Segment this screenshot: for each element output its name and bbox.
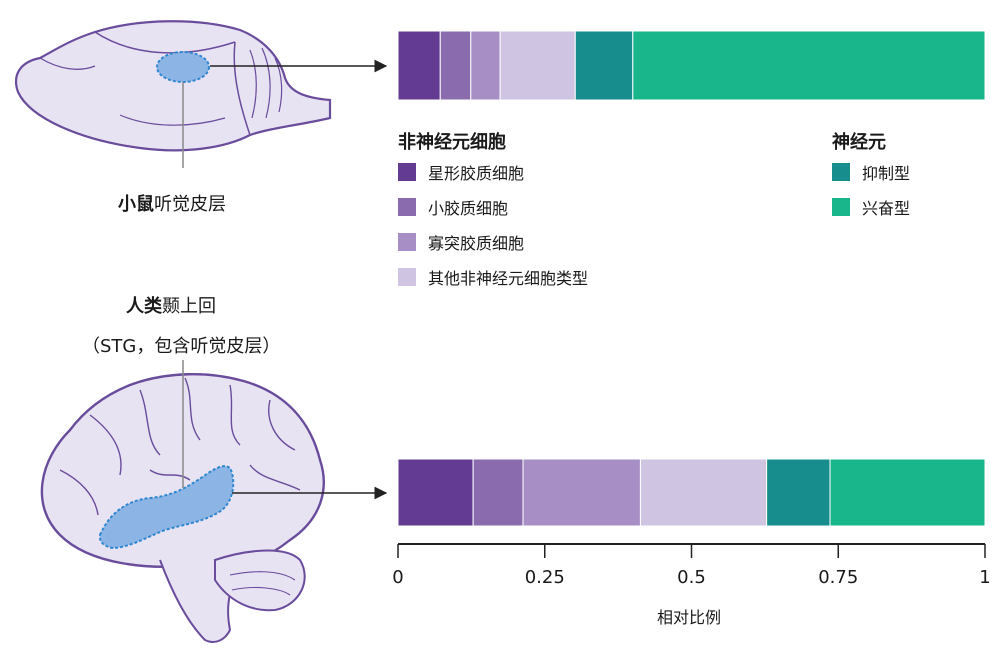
legend-swatch xyxy=(398,233,416,251)
legend-label: 其他非神经元细胞类型 xyxy=(428,269,589,288)
bar-segment-human-4 xyxy=(766,458,831,527)
legend-label: 抑制型 xyxy=(862,164,911,183)
bar-segment-mouse-4 xyxy=(574,30,634,101)
legend-item: 星形胶质细胞 xyxy=(398,160,524,184)
legend-swatch xyxy=(398,268,416,286)
x-tick-label-3: 0.75 xyxy=(818,567,859,588)
bar-segment-human-0 xyxy=(397,458,474,527)
legend-item: 寡突胶质细胞 xyxy=(398,230,524,254)
legend-swatch xyxy=(398,163,416,181)
x-tick-label-0: 0 xyxy=(392,567,404,588)
x-tick-label-4: 1 xyxy=(979,567,991,588)
bar-segment-mouse-1 xyxy=(439,30,472,101)
x-axis-title: 相对比例 xyxy=(656,608,722,627)
mouse-brain-icon xyxy=(14,20,332,152)
bar-segment-human-3 xyxy=(639,458,768,527)
human-stg-highlight xyxy=(98,465,235,550)
legend-swatch xyxy=(832,163,850,181)
bar-segment-mouse-5 xyxy=(632,30,986,101)
legend-label: 小胶质细胞 xyxy=(428,199,509,218)
stacked-bars xyxy=(397,30,986,527)
bar-segment-human-2 xyxy=(522,458,641,527)
bar-segment-mouse-3 xyxy=(499,30,576,101)
legend-item: 兴奋型 xyxy=(832,195,910,219)
x-tick-label-1: 0.25 xyxy=(524,567,565,588)
legend-label: 寡突胶质细胞 xyxy=(428,234,525,253)
legend-neuron-title: 神经元 xyxy=(832,132,886,153)
legend-item: 抑制型 xyxy=(832,160,910,184)
legend-label: 星形胶质细胞 xyxy=(428,164,525,183)
bar-segment-mouse-2 xyxy=(470,30,501,101)
legend-swatch xyxy=(398,198,416,216)
legend-swatch xyxy=(832,198,850,216)
bar-segment-mouse-0 xyxy=(397,30,441,101)
x-axis xyxy=(397,543,986,558)
human-sublabel: （STG，包含听觉皮层） xyxy=(82,336,281,357)
human-label: 人类颞上回 xyxy=(126,296,216,317)
x-tick-label-2: 0.5 xyxy=(677,567,706,588)
legend-item: 其他非神经元细胞类型 xyxy=(398,265,588,289)
legend-label: 兴奋型 xyxy=(862,199,911,218)
legend-non-neuron-title: 非神经元细胞 xyxy=(398,132,506,153)
legend-item: 小胶质细胞 xyxy=(398,195,508,219)
mouse-auditory-cortex-highlight xyxy=(156,51,210,83)
mouse-label: 小鼠听觉皮层 xyxy=(118,194,226,215)
bar-segment-human-1 xyxy=(472,458,524,527)
bar-segment-human-5 xyxy=(829,458,986,527)
